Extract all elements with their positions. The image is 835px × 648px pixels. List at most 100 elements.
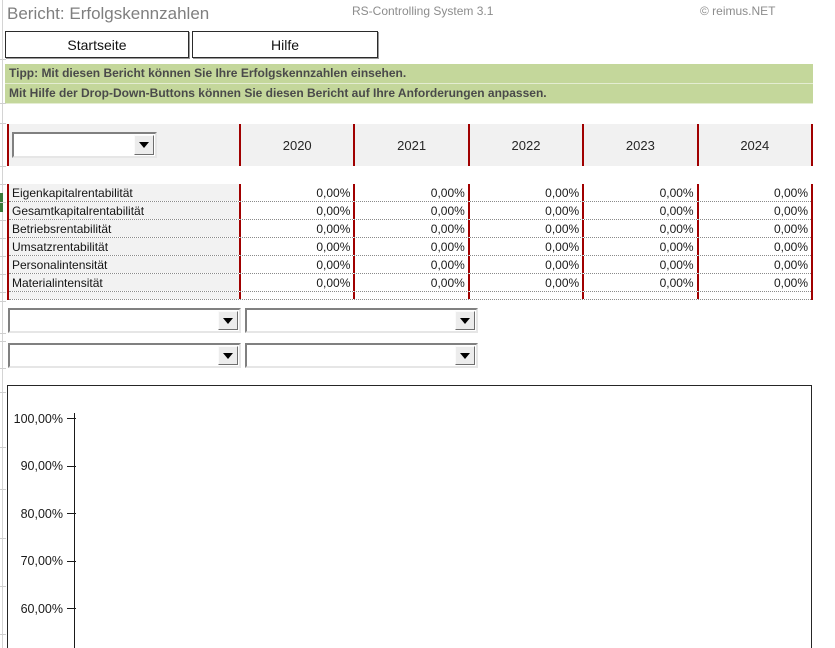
sheet-gridline [2,0,3,648]
sheet-row-gridline [0,256,6,257]
table-row: Materialintensität 0,00% 0,00% 0,00% 0,00% 0,… [9,274,811,292]
year-header: 2023 [582,124,696,166]
sheet-row-gridline [0,103,6,104]
year-header: 2022 [467,124,582,166]
metric-label: Materialintensität [9,274,239,291]
sheet-row-gridline [0,220,6,221]
metric-label: Personalintensität [9,256,239,273]
y-axis-label: 70,00% [20,554,63,568]
help-button[interactable]: Hilfe [192,31,378,58]
tip-line-1: Tipp: Mit diesen Bericht können Sie Ihre… [5,64,813,84]
metric-value: 0,00% [353,202,467,219]
metric-value: 0,00% [239,256,353,273]
metric-value: 0,00% [696,202,811,219]
metric-value: 0,00% [467,184,582,201]
table-row: Personalintensität 0,00% 0,00% 0,00% 0,00% 0,… [9,256,811,274]
metric-value: 0,00% [696,184,811,201]
chevron-down-icon [139,142,149,148]
metric-value: 0,00% [696,274,811,291]
y-axis-label: 90,00% [20,459,63,473]
page-title: Bericht: Erfolgskennzahlen [7,4,210,23]
filter-dropdown-2[interactable] [245,308,478,333]
metric-value: 0,00% [353,184,467,201]
home-button[interactable]: Startseite [5,31,189,58]
year-header: 2020 [239,124,353,166]
chart-y-axis [74,413,75,648]
chevron-down-icon [223,317,233,324]
sheet-row-gridline [0,538,6,539]
metric-value: 0,00% [582,256,696,273]
table-row: Umsatzrentabilität 0,00% 0,00% 0,00% 0,00% 0,… [9,238,811,256]
sheet-row-gridline [0,238,6,239]
app-name: RS-Controlling System 3.1 [352,4,494,18]
table-tail-row [9,292,811,300]
year-header: 2021 [353,124,467,166]
table-row: Gesamtkapitalrentabilität 0,00% 0,00% 0,00%… [9,202,811,220]
metric-value: 0,00% [239,184,353,201]
sheet-row-gridline [0,274,6,275]
metric-value: 0,00% [353,256,467,273]
y-axis-label: 80,00% [20,506,63,521]
metrics-table: Eigenkapitalrentabilität 0,00% 0,00% 0,00% 0… [7,184,813,300]
sheet-row-gridline [0,392,6,393]
sheet-row-gridline [0,166,6,167]
filter-dropdown-4[interactable] [245,343,478,368]
metric-label: Umsatzrentabilität [9,238,239,255]
metric-value: 0,00% [467,202,582,219]
filter-dropdown-3[interactable] [8,343,241,368]
metric-value: 0,00% [582,184,696,201]
sheet-row-gridline [0,341,6,342]
metric-value: 0,00% [582,220,696,237]
filter-dropdown-4-arrow-button[interactable] [455,346,475,365]
metric-value: 0,00% [239,274,353,291]
metric-label: Betriebsrentabilität [9,220,239,237]
tip-line-2: Mit Hilfe der Drop-Down-Buttons können S… [5,84,813,104]
metrics-chart: 100,00% 90,00% 80,00% 70,00% 60,00% [7,385,812,648]
sheet-row-gridline [0,184,6,185]
metric-value: 0,00% [467,220,582,237]
metric-value: 0,00% [353,220,467,237]
sheet-row-gridline [0,292,6,293]
sheet-row-gridline [0,368,6,369]
sheet-row-gridline [0,59,6,60]
metric-value: 0,00% [467,256,582,273]
sheet-row-gridline [0,586,6,587]
sheet-row-gridline [0,489,6,490]
filter-dropdown-3-arrow-button[interactable] [218,346,238,365]
metric-value: 0,00% [239,220,353,237]
sheet-row-gridline [0,123,6,124]
sheet-row-gridline [0,634,6,635]
y-axis-tick [67,560,76,562]
metric-selector-dropdown[interactable] [12,132,157,158]
metric-value: 0,00% [353,238,467,255]
sheet-row-gridline [0,301,6,302]
y-axis-tick [67,513,76,514]
filter-dropdown-2-arrow-button[interactable] [455,311,475,330]
y-axis-label: 60,00% [20,601,63,616]
sheet-row-gridline [0,333,6,334]
metric-value: 0,00% [696,238,811,255]
table-row: Betriebsrentabilität 0,00% 0,00% 0,00% 0,00%… [9,220,811,238]
metric-value: 0,00% [582,238,696,255]
metric-selector-arrow-button[interactable] [134,135,154,155]
metric-value: 0,00% [239,238,353,255]
sheet-row-gridline [0,447,6,448]
filter-dropdown-1[interactable] [8,308,241,333]
metric-label: Gesamtkapitalrentabilität [9,202,239,219]
sheet-row-gridline [0,202,6,203]
metric-label: Eigenkapitalrentabilität [9,184,239,201]
tip-banner: Tipp: Mit diesen Bericht können Sie Ihre… [5,64,813,104]
chevron-down-icon [460,317,470,324]
chevron-down-icon [223,352,233,359]
year-header: 2024 [696,124,811,166]
table-row: Eigenkapitalrentabilität 0,00% 0,00% 0,00% 0… [9,184,811,202]
metric-value: 0,00% [353,274,467,291]
metric-value: 0,00% [467,274,582,291]
y-axis-tick [67,608,76,609]
y-axis-tick [67,465,76,467]
metric-value: 0,00% [696,256,811,273]
filter-dropdown-1-arrow-button[interactable] [218,311,238,330]
y-axis-label: 100,00% [13,411,63,426]
metric-value: 0,00% [696,220,811,237]
